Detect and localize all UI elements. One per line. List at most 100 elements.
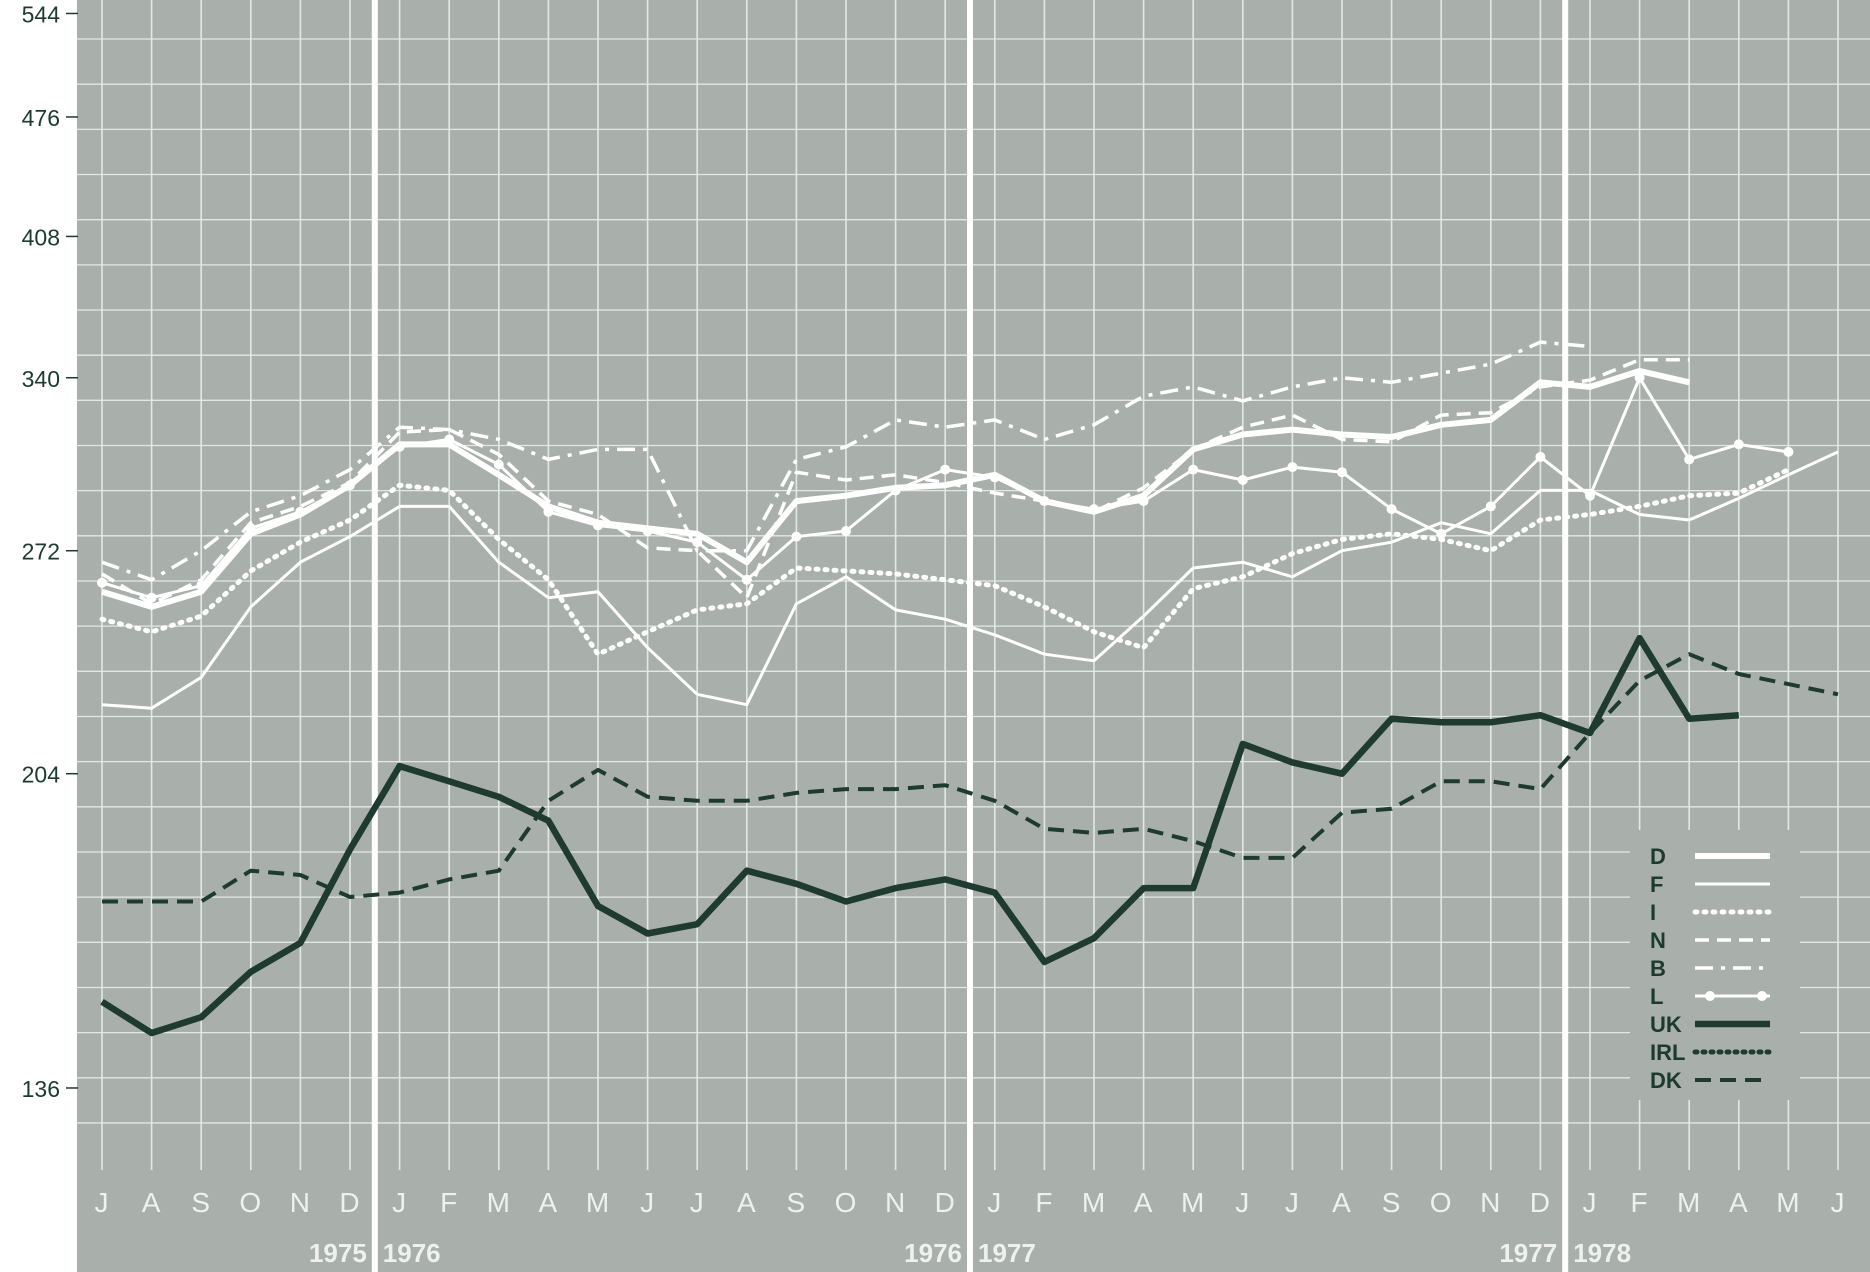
data-point-l: [1337, 467, 1347, 478]
series-line-i: [99, 467, 1791, 657]
x-tick-label: N: [290, 1187, 311, 1218]
y-tick-label: 476: [22, 105, 60, 131]
data-point-l: [1039, 496, 1050, 507]
data-point-l: [1585, 490, 1595, 501]
data-point-l: [642, 526, 653, 537]
x-tick-label: F: [1035, 1187, 1053, 1218]
x-tick-label: M: [487, 1187, 511, 1218]
x-tick-label: A: [737, 1187, 757, 1218]
year-label: 1976: [904, 1238, 962, 1268]
x-tick-label: S: [1382, 1187, 1402, 1218]
data-point-l: [245, 523, 256, 534]
legend-label: IRL: [1650, 1040, 1685, 1065]
data-point-l: [97, 577, 107, 588]
data-point-l: [890, 485, 901, 496]
series-line-b: [101, 340, 1591, 582]
y-tick-label: 272: [22, 539, 60, 565]
x-tick-label: J: [1583, 1187, 1598, 1218]
year-label: 1976: [383, 1238, 441, 1268]
x-tick-label: D: [1530, 1187, 1551, 1218]
data-point-l: [1089, 504, 1099, 515]
data-point-l: [1733, 439, 1744, 450]
x-tick-label: A: [1729, 1187, 1749, 1218]
series-line-f: [101, 450, 1839, 710]
x-tick-label: M: [1181, 1187, 1205, 1218]
year-label: 1975: [309, 1238, 367, 1268]
x-tick-label: M: [586, 1187, 610, 1218]
legend-swatch-dot: [1705, 991, 1715, 1001]
data-point-l: [345, 480, 355, 491]
legend-label: N: [1650, 928, 1666, 953]
data-point-l: [593, 520, 603, 531]
legend-label: D: [1650, 844, 1666, 869]
data-point-l: [1684, 454, 1695, 465]
year-label: 1978: [1573, 1238, 1631, 1268]
x-tick-label: S: [191, 1187, 211, 1218]
x-tick-label: J: [1235, 1187, 1250, 1218]
data-point-l: [692, 537, 703, 548]
series-line-uk: [100, 634, 1740, 1037]
y-tick-label: 204: [22, 762, 61, 788]
x-tick-label: D: [935, 1187, 956, 1218]
x-tick-label: D: [339, 1187, 360, 1218]
year-label: 1977: [978, 1238, 1036, 1268]
x-tick-label: M: [1677, 1187, 1701, 1218]
series-line-dk: [102, 652, 1839, 904]
x-tick-label: M: [1082, 1187, 1106, 1218]
plot-background: [77, 0, 1870, 1272]
data-point-l: [444, 434, 455, 445]
x-tick-label: O: [239, 1187, 262, 1218]
data-point-l: [1188, 464, 1199, 475]
data-point-l: [841, 526, 851, 537]
x-tick-label: S: [787, 1187, 807, 1218]
x-tick-label: A: [1332, 1187, 1352, 1218]
x-tick-label: A: [142, 1187, 162, 1218]
data-point-l: [741, 574, 752, 585]
y-tick-label: 340: [22, 366, 60, 392]
x-tick-label: N: [885, 1187, 906, 1218]
data-point-l: [1485, 501, 1496, 512]
data-point-l: [791, 531, 802, 542]
y-tick-label: 408: [22, 224, 60, 250]
data-point-l: [989, 472, 1000, 483]
x-tick-label: J: [690, 1187, 705, 1218]
year-label: 1977: [1499, 1238, 1557, 1268]
data-point-l: [940, 464, 951, 475]
y-tick-label: 136: [22, 1076, 60, 1102]
data-point-l: [1237, 474, 1248, 485]
x-tick-label: O: [1430, 1187, 1453, 1218]
legend-label: B: [1650, 956, 1666, 981]
data-point-l: [1535, 451, 1546, 462]
y-tick-label: 544: [22, 1, 61, 27]
data-point-l: [1287, 462, 1298, 473]
data-point-l: [1386, 504, 1397, 515]
x-tick-label: O: [835, 1187, 858, 1218]
x-tick-label: N: [1480, 1187, 1501, 1218]
legend-label: UK: [1650, 1012, 1682, 1037]
legend-label: F: [1650, 872, 1663, 897]
legend-label: I: [1650, 900, 1656, 925]
data-point-l: [493, 459, 504, 470]
x-tick-label: J: [95, 1187, 110, 1218]
data-point-l: [1634, 372, 1645, 383]
data-point-l: [196, 580, 207, 591]
x-tick-label: J: [392, 1187, 407, 1218]
x-tick-label: J: [640, 1187, 655, 1218]
data-point-l: [1138, 496, 1149, 507]
data-point-l: [146, 592, 157, 603]
series-line-n: [101, 357, 1690, 606]
x-tick-label: J: [1831, 1187, 1846, 1218]
x-tick-label: A: [1134, 1187, 1154, 1218]
data-point-l: [543, 506, 554, 517]
x-tick-label: J: [987, 1187, 1002, 1218]
x-tick-label: A: [539, 1187, 559, 1218]
legend-swatch-dot: [1757, 991, 1767, 1001]
data-point-l: [295, 506, 306, 517]
legend-box: [1630, 830, 1800, 1100]
data-point-l: [394, 441, 405, 452]
x-tick-label: F: [1631, 1187, 1649, 1218]
data-point-l: [1436, 528, 1447, 539]
legend-label: L: [1650, 984, 1663, 1009]
